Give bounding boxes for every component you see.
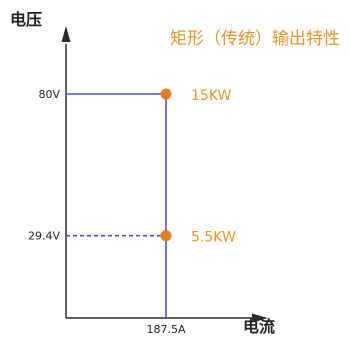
x-axis-arrow: [252, 313, 268, 323]
x-axis-label: 电流: [243, 317, 275, 336]
marker-layer: [160, 88, 172, 242]
annotation-label-2: 5.5KW: [191, 230, 236, 246]
series-line-1: [66, 93, 167, 318]
y-tick-label-2: 29.4V: [28, 230, 60, 243]
point-marker-1: [160, 88, 172, 100]
chart-title: 矩形（传统）输出特性: [170, 29, 340, 49]
x-tick-label-1: 187.5A: [146, 323, 185, 336]
point-marker-2: [160, 230, 172, 242]
y-axis-arrow: [61, 26, 71, 42]
series-layer: [66, 93, 167, 318]
annotation-label-1: 15KW: [191, 88, 231, 104]
annotation-layer: 15KW 5.5KW: [191, 88, 236, 246]
tick-layer: 80V 29.4V 187.5A: [28, 88, 186, 336]
y-axis-label: 电压: [10, 10, 42, 29]
y-tick-label-1: 80V: [38, 88, 60, 101]
